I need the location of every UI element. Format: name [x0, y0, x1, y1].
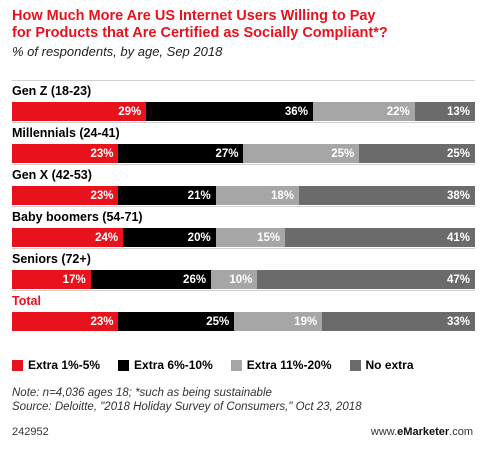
- bar-segment: 38%: [299, 186, 475, 205]
- note-line: Note: n=4,036 ages 18; *such as being su…: [12, 387, 272, 399]
- bar-segment: 47%: [257, 270, 475, 289]
- category-label: Gen X (42-53): [12, 168, 92, 182]
- chart-notes: Note: n=4,036 ages 18; *such as being su…: [12, 386, 362, 414]
- stacked-bar: 24% 20% 15% 41%: [12, 228, 475, 247]
- legend-item: Extra 1%-5%: [12, 358, 100, 372]
- bar-segment: 36%: [146, 102, 313, 121]
- bar-segment: 25%: [359, 144, 475, 163]
- stacked-bar: 29% 36% 22% 13%: [12, 102, 475, 121]
- row-divider: [12, 122, 475, 123]
- legend-label: Extra 6%-10%: [134, 358, 213, 372]
- legend-swatch: [349, 359, 361, 371]
- chart-subtitle: % of respondents, by age, Sep 2018: [12, 44, 223, 59]
- bar-segment: 20%: [123, 228, 216, 247]
- legend-swatch: [118, 359, 130, 371]
- legend-label: Extra 1%-5%: [28, 358, 101, 372]
- bar-segment: 41%: [285, 228, 475, 247]
- bar-segment: 23%: [12, 186, 119, 205]
- category-label: Total: [12, 294, 41, 308]
- bar-segment: 25%: [243, 144, 360, 163]
- source-line: Source: Deloitte, "2018 Holiday Survey o…: [12, 401, 362, 413]
- brand-link[interactable]: www.eMarketer.com: [371, 426, 473, 438]
- legend-swatch: [12, 359, 23, 371]
- legend-item: Extra 11%-20%: [230, 358, 332, 372]
- legend-label: Extra 11%-20%: [246, 358, 332, 372]
- stacked-bar: 23% 27% 25% 25%: [12, 144, 475, 163]
- bar-segment: 19%: [234, 312, 323, 331]
- legend-swatch: [230, 359, 242, 371]
- bar-segment: 29%: [12, 102, 147, 121]
- stacked-bar: 23% 21% 18% 38%: [12, 186, 475, 205]
- legend-item: Extra 6%-10%: [118, 358, 213, 372]
- bar-segment: 27%: [118, 144, 244, 163]
- row-divider: [12, 206, 475, 207]
- row-divider: [12, 248, 475, 249]
- bar-segment: 15%: [215, 228, 286, 247]
- chart-title: How Much More Are US Internet Users Will…: [12, 8, 388, 41]
- bar-segment: 24%: [12, 228, 124, 247]
- stacked-bar: 17% 26% 10% 47%: [12, 270, 475, 289]
- bar-segment: 13%: [414, 102, 475, 121]
- bar-segment: 33%: [322, 312, 475, 331]
- stacked-bar: 23% 25% 19% 33%: [12, 312, 475, 331]
- bar-segment: 21%: [118, 186, 216, 205]
- bar-segment: 10%: [211, 270, 258, 289]
- bar-segment: 25%: [118, 312, 235, 331]
- legend-label: No extra: [365, 358, 414, 372]
- category-label: Seniors (72+): [12, 252, 91, 266]
- category-label: Gen Z (18-23): [12, 84, 92, 98]
- bar-segment: 26%: [90, 270, 212, 289]
- row-divider: [12, 164, 475, 165]
- category-label: Baby boomers (54-71): [12, 210, 143, 224]
- chart-legend: Extra 1%-5% Extra 6%-10% Extra 11%-20% No e…: [12, 358, 475, 372]
- brand-name: eMarketer: [397, 426, 450, 438]
- brand-suffix: .com: [449, 426, 473, 438]
- bar-segment: 18%: [215, 186, 300, 205]
- bar-segment: 23%: [12, 312, 119, 331]
- category-label: Millennials (24-41): [12, 126, 120, 140]
- legend-item: No extra: [349, 358, 414, 372]
- row-divider: [12, 290, 475, 291]
- row-divider: [12, 80, 475, 81]
- brand-prefix: www.: [370, 426, 398, 438]
- chart-id: 242952: [12, 426, 49, 438]
- bar-segment: 17%: [12, 270, 91, 289]
- bar-segment: 23%: [12, 144, 119, 163]
- bar-segment: 22%: [312, 102, 415, 121]
